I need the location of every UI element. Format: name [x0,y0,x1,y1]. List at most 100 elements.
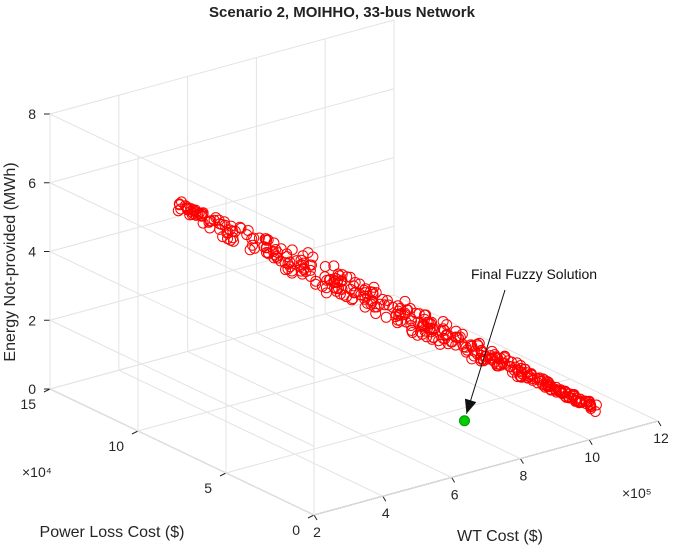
scatter-point [413,308,425,320]
scatter-point [348,280,360,292]
scatter-point [295,259,307,270]
x-tick-label: 10 [584,449,600,465]
scatter-point [426,333,438,345]
scatter-point [354,278,366,290]
z-tick-label: 0 [28,381,36,397]
scatter-point [454,331,466,343]
scatter-point [286,265,298,277]
axes-lines [43,113,662,521]
annotation-arrow-line [466,289,506,414]
z-grid-line [49,251,315,378]
scatter-point [567,390,579,402]
scatter-point [310,278,322,290]
z-tick-label: 2 [28,312,36,328]
scatter-point [341,271,353,283]
scatter-point [185,205,197,217]
x-axis-exponent: ×10⁵ [622,485,652,501]
scatter-point [450,339,462,351]
y-tick-mark [307,514,315,519]
scatter-point [394,302,406,314]
scatter-point [302,247,314,259]
y-axis-exponent: ×10⁴ [22,464,52,480]
z-grid-line [49,88,395,184]
z-axis-label: Energy Not-provided (MWh) [2,162,19,361]
x-tick-mark [519,458,524,464]
scatter-point [246,233,258,245]
scatter-point [406,325,418,336]
scatter-point [291,255,303,267]
scatter-point [365,286,376,298]
x-axis-label: WT Cost ($) [457,528,543,545]
scatter-point [253,232,265,244]
x-tick-mark [451,477,456,483]
scatter-point [393,310,405,321]
scatter-point [261,242,273,254]
highlight-layer [458,289,506,427]
scatter-point [521,367,533,379]
scatter-point [329,282,340,294]
scatter-point [457,338,469,350]
y-grid-line [225,378,571,474]
scatter-point [492,358,504,370]
scatter-point [465,341,477,352]
x-grid-line [118,369,384,497]
scatter-point [428,324,439,336]
x-grid-line [187,350,452,478]
y-tick-mark [219,472,227,477]
scatter-point [275,255,287,267]
x-tick-label: 12 [653,430,669,446]
scatter-point [418,319,430,331]
scatter-point [416,328,428,340]
scatter-point [480,353,492,365]
scatter-point [298,262,310,274]
x-tick-mark [313,514,318,521]
z-grid-line [49,294,395,390]
scatter-point [260,233,272,245]
scatter-point [380,311,392,323]
z-tick-label: 8 [28,106,36,122]
scatter-point [359,301,371,313]
x-grid-line [324,313,590,441]
scatter-point [439,333,451,345]
annotation-arrow-head [464,398,477,414]
scatter-point [405,320,417,331]
scatter-point [383,299,394,311]
scatter-point [295,254,307,266]
z-tick-label: 6 [28,175,36,191]
scatter-point [225,234,237,246]
y-tick-label: 5 [204,480,212,496]
scatter-point [304,264,316,276]
chart-title: Scenario 2, MOIHHO, 33-bus Network [209,4,476,21]
x-tick-mark [588,439,593,446]
scatter-point [412,316,424,328]
y-tick-mark [131,430,139,435]
scatter-point [421,316,433,328]
scatter-point [475,353,486,364]
scatter-point [553,384,565,396]
scatter-point [472,340,484,352]
z-grid-line [49,157,395,252]
scatter-point [188,205,200,217]
scatter-point [214,223,226,235]
x-grid-line [393,294,659,422]
scatter-point [514,370,526,382]
y-axis-label: Power Loss Cost ($) [40,524,185,541]
scatter-point [172,205,184,217]
scatter-point [298,257,310,269]
scatter-point [505,361,517,373]
x-tick-label: 8 [520,468,528,484]
scatter-point [395,315,407,327]
scatter-point [367,288,379,300]
scatter-point [556,387,568,399]
z-grid-line [49,388,315,516]
scatter-point [369,301,381,313]
scatter-point [573,397,585,409]
z-grid-line [49,113,315,241]
scatter-point [310,275,322,287]
y-grid-line [313,420,659,516]
scatter-point [563,391,575,403]
scatter-point [489,356,501,368]
scatter-point [535,375,546,387]
